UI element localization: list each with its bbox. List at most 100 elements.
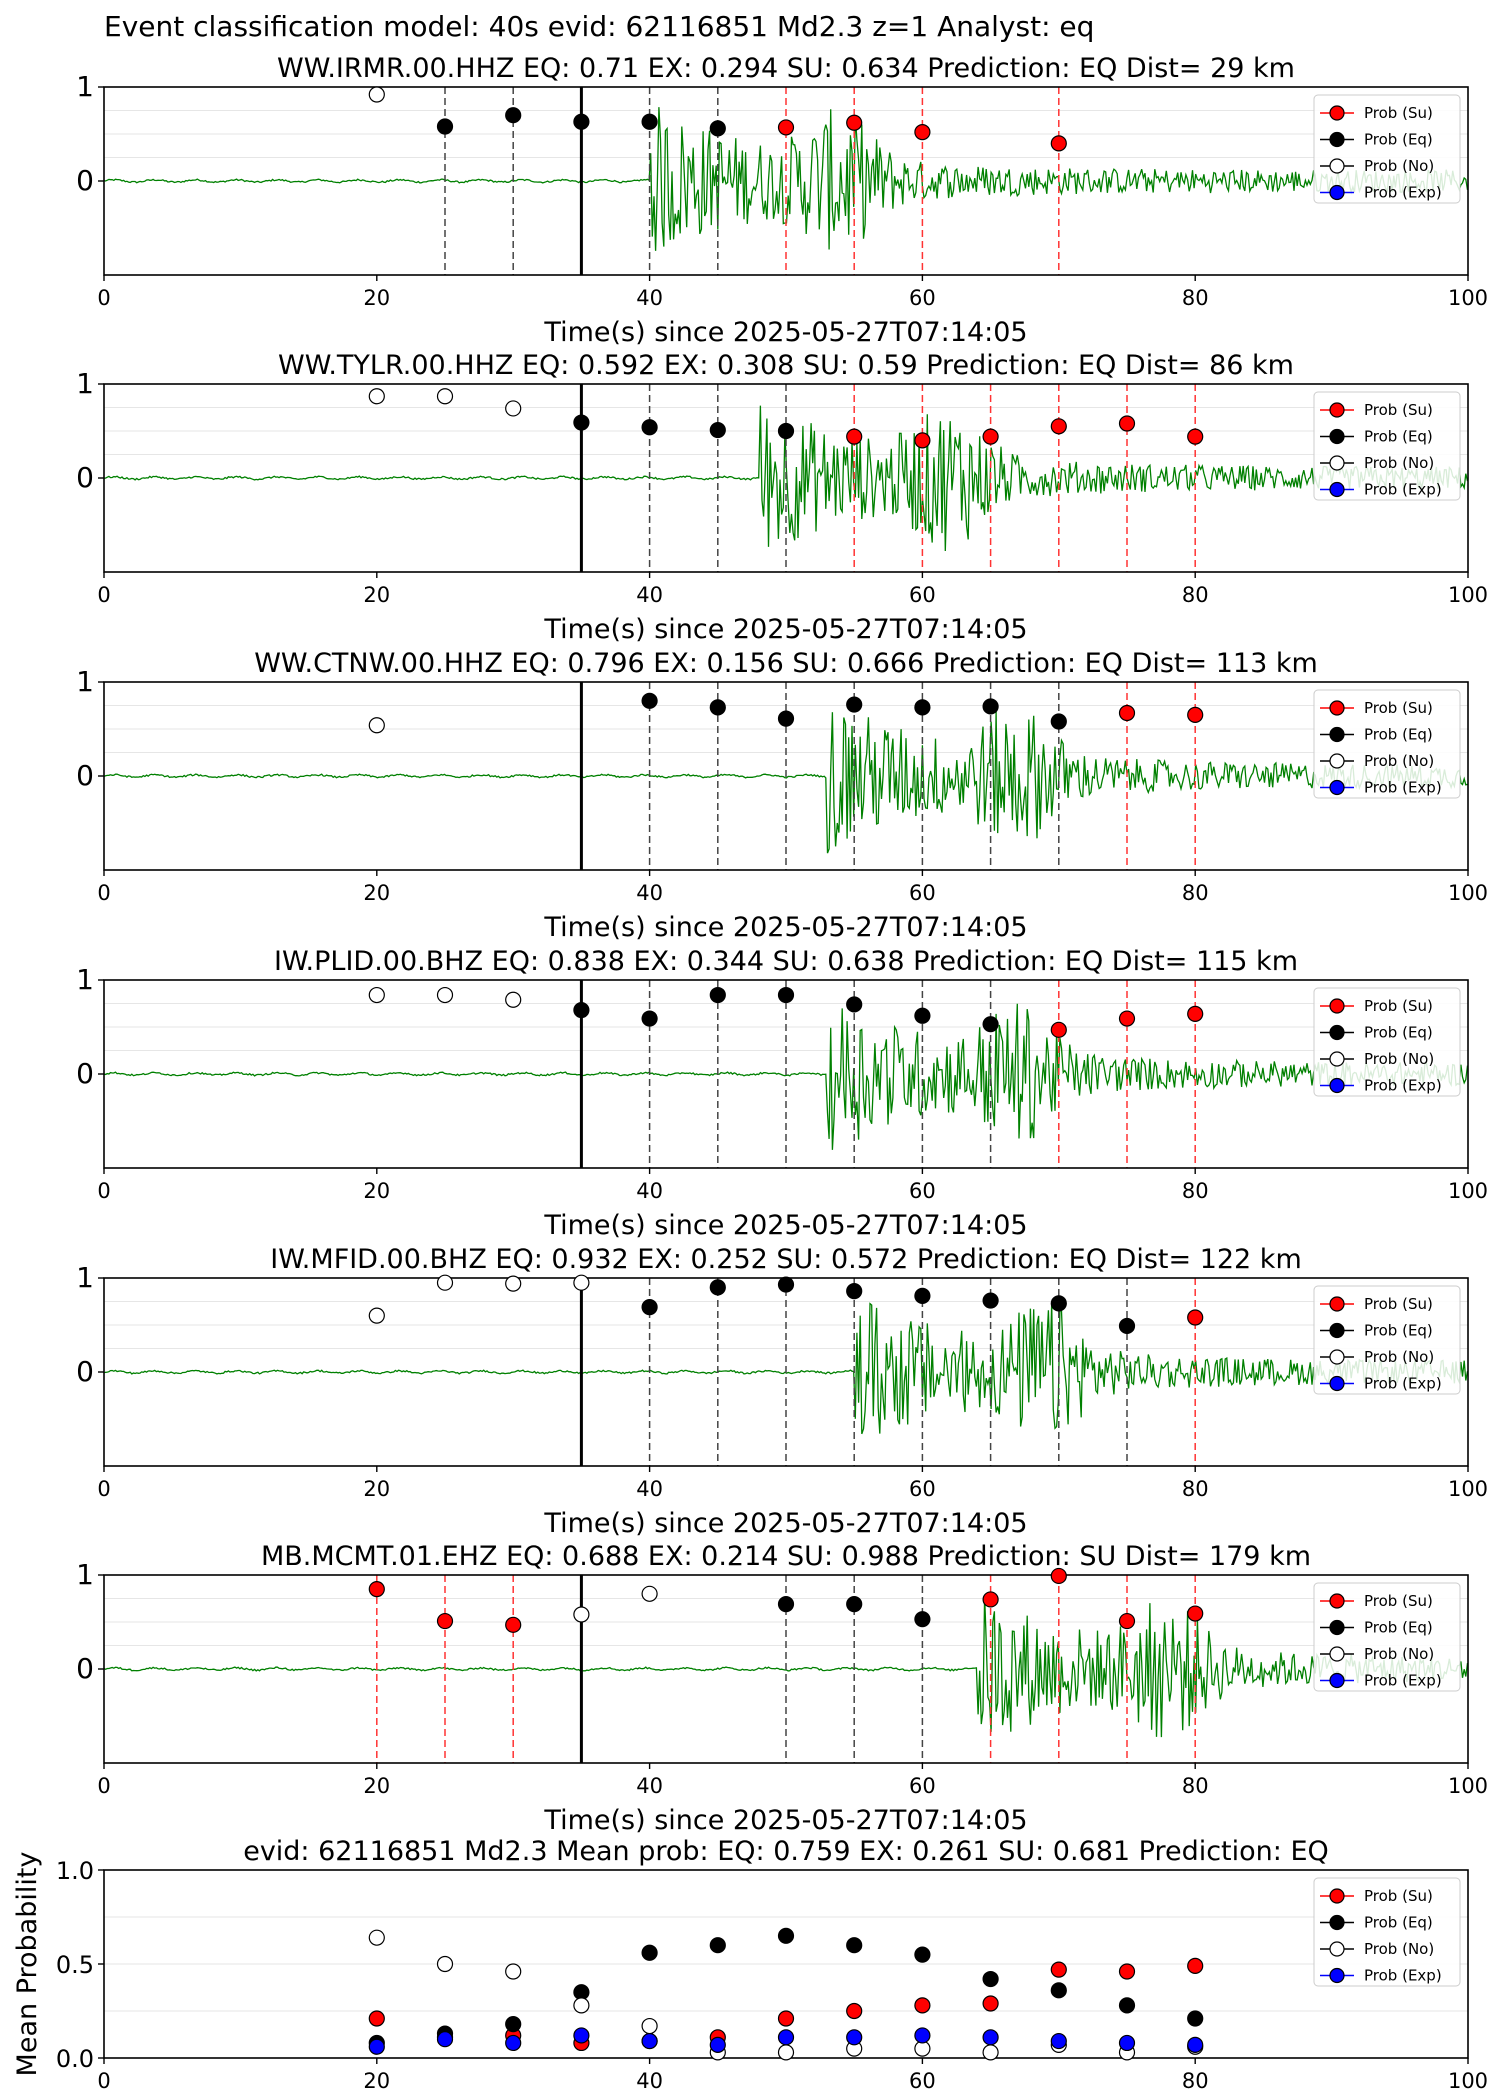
point-su	[1187, 1605, 1204, 1622]
y-tick-label: 1	[76, 70, 94, 103]
legend-marker-su	[1329, 105, 1345, 121]
legend-marker-su	[1329, 402, 1345, 418]
x-tick-label: 20	[363, 286, 390, 310]
x-tick-label: 80	[1182, 583, 1209, 607]
legend-label-exp: Prob (Exp)	[1364, 184, 1442, 202]
point-eq	[982, 1016, 999, 1033]
point-eq	[914, 1611, 931, 1628]
point-su	[436, 1612, 454, 1630]
legend-label-no: Prob (No)	[1364, 752, 1434, 770]
panel-title: MB.MCMT.01.EHZ EQ: 0.688 EX: 0.214 SU: 0…	[261, 1541, 1311, 1572]
legend-label-eq: Prob (Eq)	[1364, 131, 1433, 149]
legend-label-su: Prob (Su)	[1364, 1887, 1433, 1905]
point-eq	[777, 422, 795, 440]
point-su	[1118, 1612, 1136, 1630]
legend-marker-eq	[1329, 428, 1345, 445]
x-tick-label: 100	[1448, 1477, 1488, 1501]
x-tick-label: 20	[363, 2069, 390, 2093]
point-su	[914, 124, 931, 141]
y-tick-label: 0	[76, 1057, 94, 1090]
point-no	[436, 388, 454, 405]
legend-marker-exp	[1329, 779, 1345, 796]
point-eq	[982, 1970, 999, 1988]
point-no	[641, 1585, 658, 1602]
point-eq	[709, 986, 726, 1004]
point-eq	[846, 1596, 863, 1613]
point-exp	[641, 2032, 658, 2050]
point-eq	[1050, 1295, 1067, 1312]
point-su	[1187, 1005, 1204, 1022]
x-axis-label: Time(s) since 2025-05-27T07:14:05	[543, 1805, 1027, 1836]
y-tick-label: 1	[76, 367, 94, 400]
point-no	[573, 1997, 590, 2014]
legend-label-exp: Prob (Exp)	[1364, 1375, 1442, 1393]
legend-marker-eq	[1329, 1619, 1345, 1636]
legend-label-eq: Prob (Eq)	[1364, 1024, 1433, 1042]
legend-marker-eq	[1329, 1914, 1345, 1931]
legend-marker-su	[1329, 1888, 1345, 1904]
point-su	[1118, 1010, 1136, 1027]
legend-marker-no	[1329, 1051, 1345, 1067]
legend-label-su: Prob (Su)	[1364, 699, 1433, 717]
point-no	[641, 2017, 658, 2035]
point-eq	[505, 2016, 522, 2033]
legend-box	[1313, 1877, 1461, 1987]
legend-label-eq: Prob (Eq)	[1364, 1914, 1433, 1932]
x-tick-label: 20	[363, 1179, 390, 1203]
point-eq	[1187, 2010, 1204, 2027]
point-eq	[777, 710, 795, 727]
legend-marker-no	[1329, 1941, 1345, 1957]
point-su	[1050, 1567, 1067, 1585]
legend-label-exp: Prob (Exp)	[1364, 779, 1442, 797]
legend-label-eq: Prob (Eq)	[1364, 1619, 1433, 1637]
legend-label-eq: Prob (Eq)	[1364, 726, 1433, 744]
x-tick-label: 80	[1182, 2069, 1209, 2093]
legend-label-eq: Prob (Eq)	[1364, 428, 1433, 446]
legend-box	[1313, 1285, 1461, 1395]
point-eq	[1050, 1982, 1067, 1999]
legend: Prob (Su) Prob (Eq) Prob (No) Prob (Exp)	[1313, 689, 1461, 799]
y-tick-label: 0	[76, 759, 94, 792]
legend-box	[1313, 391, 1461, 501]
x-axis-label: Time(s) since 2025-05-27T07:14:05	[543, 1508, 1027, 1539]
point-su	[914, 1997, 931, 2014]
legend-label-exp: Prob (Exp)	[1364, 1077, 1442, 1095]
point-no	[368, 1929, 385, 1946]
panel-7: evid: 62116851 Md2.3 Mean prob: EQ: 0.75…	[12, 1836, 1488, 2093]
x-tick-label: 80	[1182, 1774, 1209, 1798]
point-eq	[777, 1927, 795, 1944]
point-su	[982, 1995, 999, 2012]
point-su	[368, 2010, 385, 2027]
point-no	[368, 1307, 385, 1324]
point-su	[1118, 1963, 1136, 1980]
point-eq	[846, 1283, 863, 1300]
point-su	[982, 1591, 999, 1608]
y-tick-label: 0	[76, 461, 94, 494]
x-tick-label: 100	[1448, 583, 1488, 607]
x-tick-label: 60	[909, 1774, 936, 1798]
waveform-trace	[103, 1003, 1469, 1150]
point-su	[777, 2010, 795, 2027]
y-tick-label: 0.0	[56, 2045, 94, 2073]
point-eq	[777, 986, 795, 1004]
legend-marker-su	[1329, 1296, 1345, 1312]
point-eq	[641, 1944, 658, 1961]
x-tick-label: 0	[97, 2069, 110, 2093]
point-eq	[709, 1937, 726, 1954]
y-tick-label: 1	[76, 665, 94, 698]
x-tick-label: 40	[636, 2069, 663, 2093]
legend-label-su: Prob (Su)	[1364, 104, 1433, 122]
point-no	[436, 1274, 454, 1291]
x-tick-label: 0	[97, 1774, 110, 1798]
legend: Prob (Su) Prob (Eq) Prob (No) Prob (Exp)	[1313, 1285, 1461, 1395]
point-no	[368, 717, 385, 734]
legend-marker-exp	[1329, 1967, 1345, 1984]
legend-marker-su	[1329, 1593, 1345, 1609]
panel-title: IW.PLID.00.BHZ EQ: 0.838 EX: 0.344 SU: 0…	[274, 946, 1298, 977]
panel-title: WW.CTNW.00.HHZ EQ: 0.796 EX: 0.156 SU: 0…	[254, 648, 1318, 679]
point-eq	[914, 1287, 931, 1304]
legend-label-no: Prob (No)	[1364, 1645, 1434, 1663]
x-tick-label: 40	[636, 1179, 663, 1203]
x-tick-label: 60	[909, 881, 936, 905]
point-eq	[982, 698, 999, 715]
